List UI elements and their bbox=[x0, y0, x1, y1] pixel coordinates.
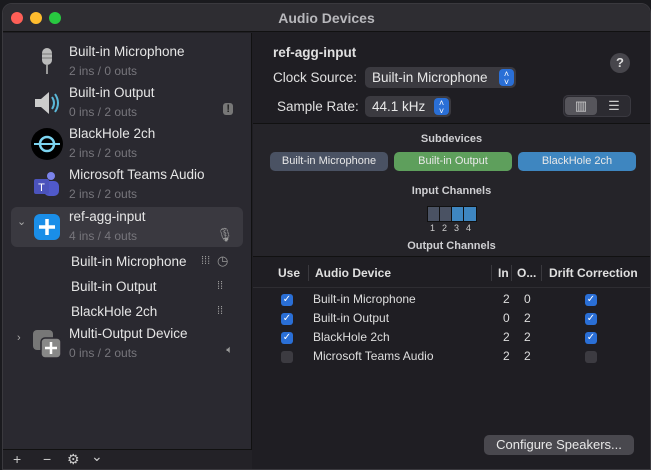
channel-label: 3 bbox=[454, 223, 460, 233]
stepper-icon: ˄ ˅ bbox=[499, 69, 514, 87]
clock-source-label: Clock Source: bbox=[273, 70, 358, 85]
device-title: ref-agg-input bbox=[273, 45, 357, 60]
sample-rate-label: Sample Rate: bbox=[277, 99, 359, 114]
chevron-right-icon[interactable]: › bbox=[17, 332, 21, 344]
title-bar: Audio Devices bbox=[3, 4, 650, 32]
subdevice-built-in-output[interactable]: Built-in Output bbox=[394, 152, 512, 171]
output-channels-heading: Output Channels bbox=[407, 240, 496, 252]
device-list: Built-in Microphone 2 ins / 0 outs Built… bbox=[3, 33, 252, 469]
subdevices-section: Subdevices Built-in Microphone Built-in … bbox=[253, 123, 650, 257]
use-checkbox[interactable]: ✓ bbox=[281, 332, 293, 344]
aggregate-device-icon bbox=[34, 214, 60, 240]
clock-icon: ◷ bbox=[217, 253, 229, 268]
waveform-icon: ⁞⁞ bbox=[217, 280, 224, 292]
microphone-icon bbox=[42, 48, 52, 74]
subdevices-heading: Subdevices bbox=[420, 133, 483, 145]
out-count: 0 bbox=[524, 292, 531, 306]
sample-rate-popup[interactable]: 44.1 kHz ˄ ˅ bbox=[365, 96, 451, 117]
use-checkbox[interactable] bbox=[281, 351, 293, 363]
drift-correction-checkbox[interactable]: ✓ bbox=[585, 294, 597, 306]
configure-speakers-button[interactable]: Configure Speakers... bbox=[484, 435, 634, 455]
use-checkbox[interactable]: ✓ bbox=[281, 294, 293, 306]
in-count: 2 bbox=[503, 292, 510, 306]
speaker-default-icon: 🔈︎ bbox=[226, 344, 233, 356]
device-item-ref-agg-input[interactable]: ⌄ ref-agg-input 4 ins / 4 outs 🎙︎ bbox=[11, 207, 243, 247]
clock-source-popup[interactable]: Built-in Microphone ˄ ˅ bbox=[365, 67, 516, 88]
child-built-in-output[interactable]: Built-in Output bbox=[71, 279, 157, 294]
zoom-button[interactable] bbox=[49, 12, 61, 24]
drift-correction-checkbox[interactable] bbox=[585, 351, 597, 363]
table-row: Microsoft Teams Audio 2 2 bbox=[253, 348, 650, 367]
blackhole-icon bbox=[31, 128, 63, 160]
table-row: ✓ BlackHole 2ch 2 2 ✓ bbox=[253, 329, 650, 348]
window-title: Audio Devices bbox=[278, 10, 375, 26]
help-button[interactable]: ? bbox=[610, 53, 630, 73]
header-out[interactable]: O... bbox=[517, 266, 537, 280]
in-count: 2 bbox=[503, 349, 510, 363]
channel-1 bbox=[428, 207, 440, 221]
out-count: 2 bbox=[524, 349, 531, 363]
input-channel-map bbox=[427, 206, 477, 222]
device-item-multi-output-device[interactable]: › Multi-Output Device 0 ins / 2 outs 🔈︎ bbox=[17, 326, 233, 360]
drift-correction-checkbox[interactable]: ✓ bbox=[585, 332, 597, 344]
child-blackhole-2ch[interactable]: BlackHole 2ch bbox=[71, 304, 158, 319]
header-audio-device[interactable]: Audio Device bbox=[315, 266, 392, 280]
close-button[interactable] bbox=[11, 12, 23, 24]
channel-label: 2 bbox=[442, 223, 448, 233]
child-built-in-microphone[interactable]: Built-in Microphone bbox=[71, 254, 187, 269]
subdevice-blackhole-2ch[interactable]: BlackHole 2ch bbox=[518, 152, 636, 171]
minimize-button[interactable] bbox=[30, 12, 42, 24]
add-device-button[interactable]: + bbox=[13, 451, 22, 467]
channel-label: 1 bbox=[430, 223, 436, 233]
device-item-built-in-microphone[interactable]: Built-in Microphone 2 ins / 0 outs bbox=[11, 42, 243, 82]
waveform-icon: ⁞⁞ bbox=[217, 305, 224, 317]
subdevice-built-in-microphone[interactable]: Built-in Microphone bbox=[270, 152, 388, 171]
device-item-microsoft-teams-audio[interactable]: T Microsoft Teams Audio 2 ins / 2 outs bbox=[11, 165, 243, 205]
device-item-blackhole-2ch[interactable]: BlackHole 2ch 2 ins / 2 outs bbox=[11, 124, 243, 164]
rows-view-icon[interactable]: ☰ bbox=[608, 98, 620, 113]
out-count: 2 bbox=[524, 311, 531, 325]
channel-4 bbox=[464, 207, 476, 221]
waveform-icon: ⁞⁞⁞ bbox=[201, 255, 211, 267]
header-in[interactable]: In bbox=[498, 266, 509, 280]
channel-3 bbox=[452, 207, 464, 221]
header-drift-correction[interactable]: Drift Correction bbox=[549, 266, 638, 280]
mic-default-icon: 🎙︎ bbox=[216, 227, 233, 242]
out-count: 2 bbox=[524, 330, 531, 344]
remove-device-button[interactable]: − bbox=[43, 451, 52, 467]
sidebar-toolbar: + − ⚙ ⌄ bbox=[3, 448, 252, 469]
use-checkbox[interactable]: ✓ bbox=[281, 313, 293, 325]
device-item-built-in-output[interactable]: Built-in Output 0 ins / 2 outs ! bbox=[11, 83, 243, 123]
in-count: 0 bbox=[503, 311, 510, 325]
header-use[interactable]: Use bbox=[278, 266, 301, 280]
table-row: ✓ Built-in Output 0 2 ✓ bbox=[253, 310, 650, 329]
chevron-down-icon[interactable]: ⌄ bbox=[17, 216, 27, 228]
input-channels-heading: Input Channels bbox=[411, 185, 492, 197]
svg-text:T: T bbox=[38, 182, 45, 194]
channel-2 bbox=[440, 207, 452, 221]
table-row: ✓ Built-in Microphone 2 0 ✓ bbox=[253, 291, 650, 310]
device-name: Built-in Microphone bbox=[313, 292, 416, 306]
drift-correction-checkbox[interactable]: ✓ bbox=[585, 313, 597, 325]
chevron-down-icon[interactable]: ⌄ bbox=[91, 448, 103, 464]
view-mode-segmented: ▥ ☰ bbox=[563, 95, 631, 117]
device-name: Microsoft Teams Audio bbox=[313, 349, 434, 363]
in-count: 2 bbox=[503, 330, 510, 344]
stepper-icon: ˄ ˅ bbox=[434, 98, 449, 116]
device-detail: ref-agg-input Clock Source: Built-in Mic… bbox=[253, 33, 650, 469]
alert-icon: ! bbox=[223, 103, 233, 115]
device-name: Built-in Output bbox=[313, 311, 390, 325]
multi-output-icon bbox=[33, 330, 62, 359]
device-name: BlackHole 2ch bbox=[313, 330, 390, 344]
columns-view-icon[interactable]: ▥ bbox=[565, 97, 597, 115]
audio-devices-window: Audio Devices Built-in Microphone 2 ins … bbox=[2, 3, 651, 470]
gear-icon[interactable]: ⚙ bbox=[67, 451, 80, 467]
speaker-icon bbox=[35, 92, 59, 114]
channel-label: 4 bbox=[466, 223, 472, 233]
teams-icon: T bbox=[34, 172, 59, 196]
